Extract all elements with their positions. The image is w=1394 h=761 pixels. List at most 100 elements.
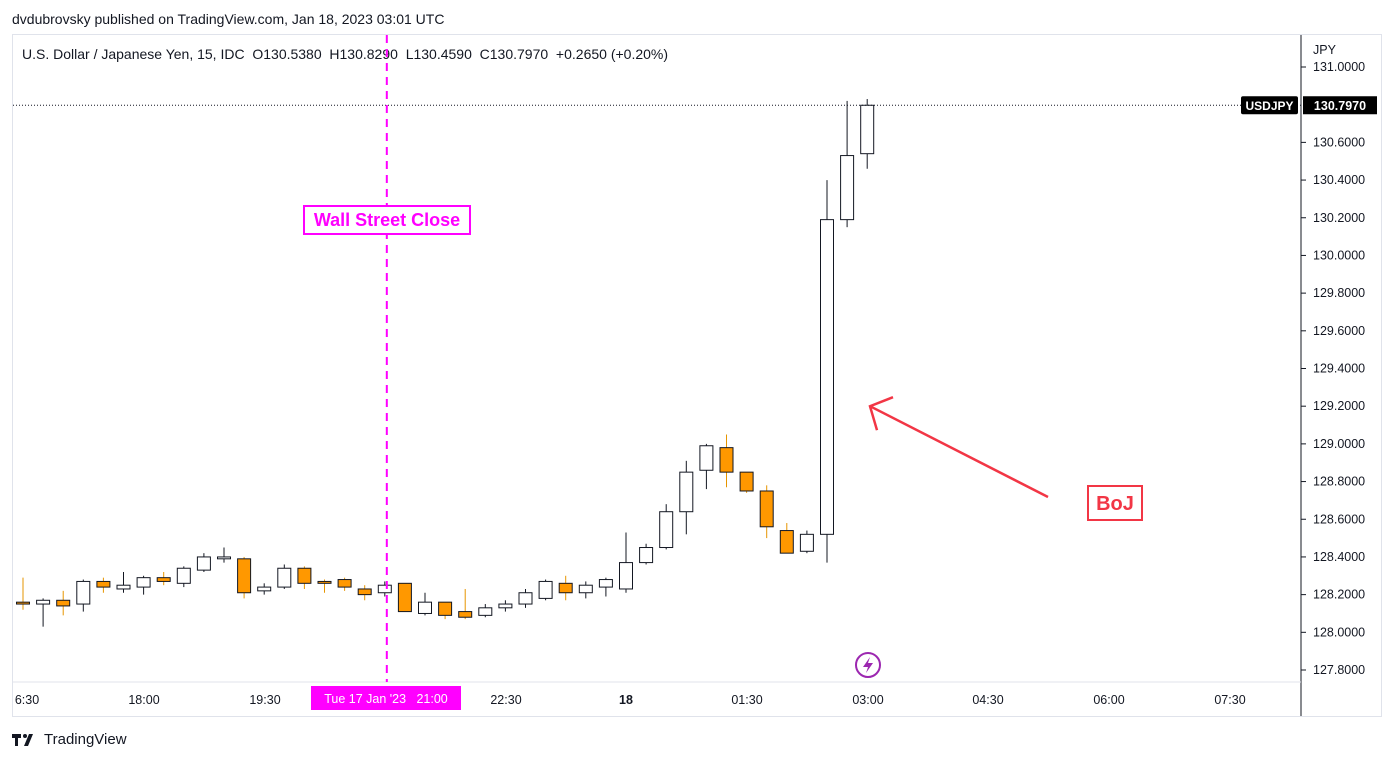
- y-tick-label: 130.4000: [1313, 173, 1365, 187]
- candle: [36, 598, 51, 627]
- candle: [357, 585, 372, 601]
- candle: [56, 590, 71, 616]
- candle-body-down: [337, 579, 352, 588]
- candle: [337, 577, 352, 591]
- x-tick-label: 18: [619, 693, 633, 707]
- candle-body-down: [558, 582, 573, 594]
- candle-body-up: [619, 562, 633, 590]
- publisher-line: dvdubrovsky published on TradingView.com…: [12, 11, 445, 27]
- candle: [558, 575, 573, 601]
- candle: [759, 485, 774, 539]
- candle: [478, 604, 493, 618]
- candle-body-up: [578, 584, 593, 594]
- candle-body-up: [196, 556, 211, 571]
- candle: [498, 600, 513, 612]
- candle: [196, 553, 211, 573]
- x-tick-label: 07:30: [1214, 693, 1245, 707]
- candle: [377, 581, 392, 597]
- tradingview-logo-icon: [12, 733, 33, 746]
- candle: [257, 583, 272, 595]
- boj-arrow-head: [868, 396, 894, 431]
- candle: [639, 543, 654, 565]
- candle-body-down: [96, 580, 111, 588]
- candle-body-up: [799, 533, 814, 552]
- candle-body-down: [739, 471, 754, 492]
- annotations[interactable]: Wall Street Close Tue 17 Jan '23 21:00 BoJ: [303, 35, 1143, 710]
- candle: [840, 100, 855, 228]
- y-tick-label: 129.8000: [1313, 286, 1365, 300]
- candle-body-down: [438, 601, 453, 616]
- candle-body-up: [76, 580, 91, 605]
- candle: [438, 601, 453, 620]
- symbol-tag-bg: [1241, 96, 1298, 115]
- ohlc-legend: U.S. Dollar / Japanese Yen, 15, IDC O130…: [22, 46, 669, 62]
- candle: [779, 523, 794, 554]
- y-tick-label: 127.8000: [1313, 663, 1365, 677]
- candle: [96, 577, 111, 593]
- candle-body-down: [779, 530, 794, 554]
- wall-street-close-label: Wall Street Close: [314, 210, 460, 230]
- candle-body-down: [297, 567, 312, 584]
- candle: [217, 547, 231, 563]
- candle-body-up: [538, 580, 553, 599]
- candle: [739, 471, 754, 493]
- y-tick-label: 128.2000: [1313, 588, 1365, 602]
- last-price-line: USDJPY 130.7970: [13, 96, 1377, 115]
- candle: [799, 530, 814, 554]
- y-axis[interactable]: 131.0000 130.6000 130.4000 130.2000 130.0000…: [1301, 60, 1365, 677]
- candle-body-up: [639, 547, 654, 564]
- candle: [76, 579, 91, 612]
- candle: [116, 572, 131, 593]
- candle: [538, 579, 553, 601]
- tradingview-footer[interactable]: TradingView: [12, 731, 127, 748]
- currency-label: JPY: [1313, 43, 1337, 57]
- x-tick-label: 04:30: [972, 693, 1003, 707]
- candle-body-up: [217, 556, 231, 560]
- boj-label-box[interactable]: [1087, 485, 1143, 521]
- candle: [277, 564, 292, 589]
- x-axis[interactable]: 6:30 18:00 19:30 22:30 18 01:30 03:00 04:30 06:0…: [15, 693, 1246, 707]
- candle: [317, 579, 332, 593]
- candle: [136, 575, 151, 595]
- candle: [619, 532, 633, 593]
- candle-body-down: [719, 447, 734, 473]
- candle: [679, 460, 694, 535]
- crosshair-time-label: Tue 17 Jan '23 21:00: [324, 692, 448, 706]
- candle: [860, 99, 875, 169]
- candle-body-up: [136, 577, 151, 588]
- candle-body-down: [156, 577, 171, 582]
- candle-body-down: [397, 582, 412, 613]
- candle: [719, 434, 734, 488]
- candle-body-down: [759, 490, 774, 528]
- candle-body-up: [659, 511, 674, 549]
- candle-body-up: [679, 471, 694, 513]
- x-tick-label: 06:00: [1093, 693, 1124, 707]
- y-tick-label: 129.6000: [1313, 324, 1365, 338]
- y-tick-label: 130.2000: [1313, 211, 1365, 225]
- y-tick-label: 129.4000: [1313, 362, 1365, 376]
- candle-body-up: [36, 599, 51, 605]
- candle-body-up: [840, 155, 855, 221]
- candle-body-up: [518, 592, 533, 605]
- wall-street-close-label-box[interactable]: [303, 205, 471, 235]
- boj-label: BoJ: [1096, 493, 1134, 515]
- x-tick-label: 6:30: [15, 693, 39, 707]
- last-price-tag-bg: [1303, 96, 1377, 115]
- candle: [578, 581, 593, 599]
- candle-body-up: [478, 607, 493, 616]
- candle: [397, 582, 412, 613]
- x-tick-label: 19:30: [249, 693, 280, 707]
- tradingview-wordmark: TradingView: [44, 731, 127, 748]
- last-price-value: 130.7970: [1314, 99, 1366, 113]
- boj-arrow-line[interactable]: [869, 405, 1049, 499]
- candle: [659, 504, 674, 550]
- candle: [598, 577, 613, 597]
- y-tick-label: 131.0000: [1313, 60, 1365, 74]
- candle: [16, 577, 30, 610]
- candle: [176, 566, 191, 588]
- lightning-icon[interactable]: [855, 652, 881, 678]
- candle-body-up: [699, 445, 714, 471]
- candle-body-up: [860, 104, 875, 155]
- candle: [156, 572, 171, 586]
